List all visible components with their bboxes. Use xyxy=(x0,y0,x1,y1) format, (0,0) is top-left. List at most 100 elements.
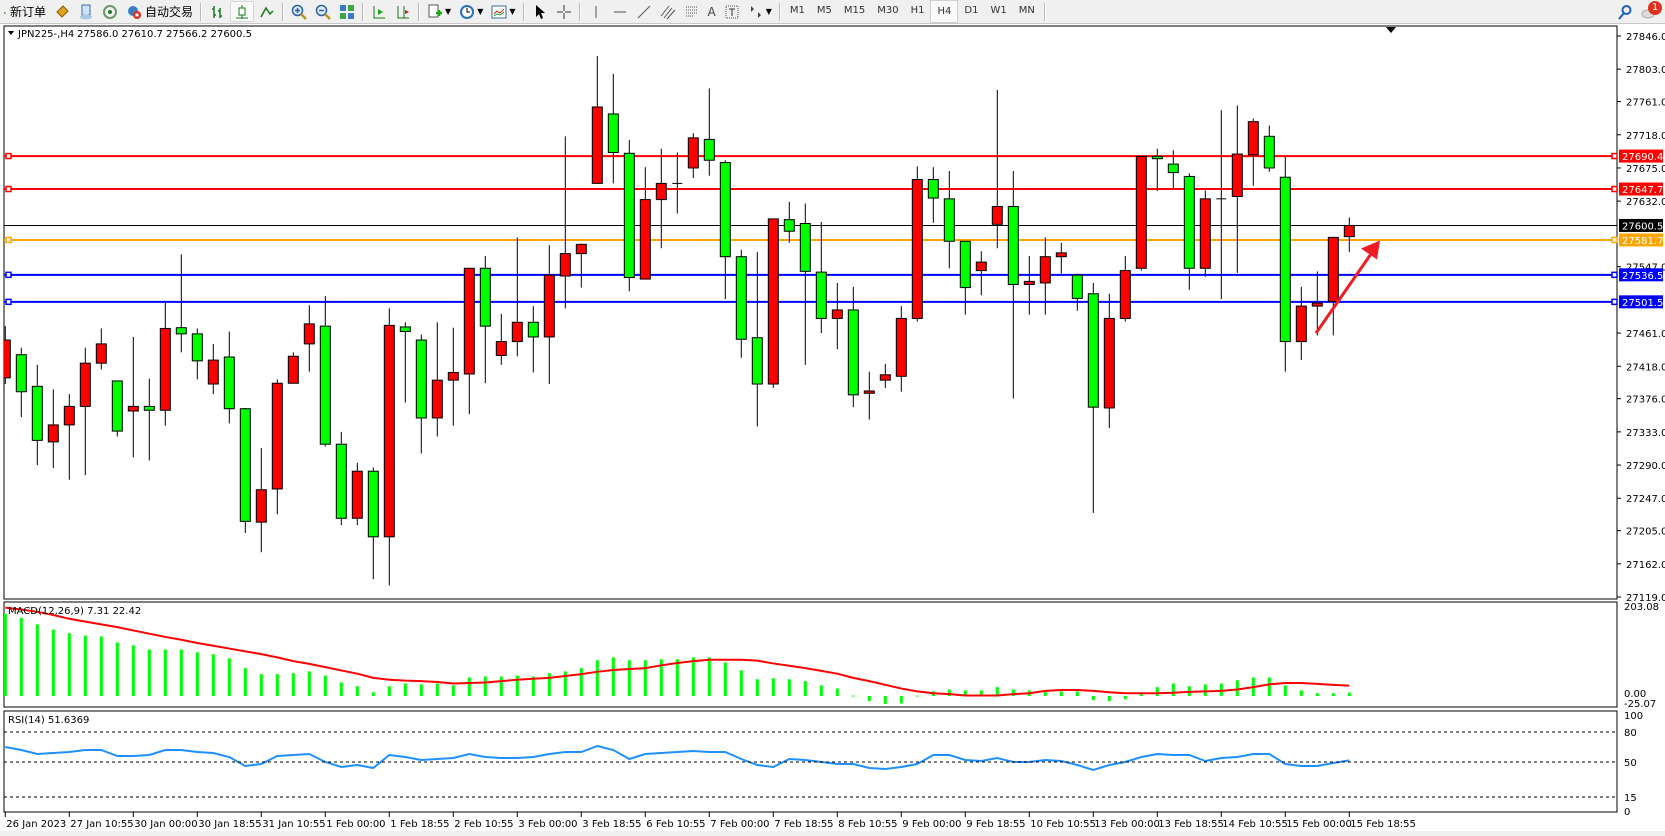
macd-histogram-bar xyxy=(835,688,839,696)
line-chart-button[interactable] xyxy=(256,1,278,22)
candle xyxy=(751,252,763,427)
macd-histogram-bar xyxy=(515,675,519,696)
candle-body xyxy=(575,243,587,255)
cursor-button[interactable] xyxy=(529,1,551,22)
zoom-in-button[interactable] xyxy=(288,1,310,22)
candle-body xyxy=(1199,198,1211,269)
toolbar-separator xyxy=(362,2,365,21)
period-d1[interactable]: D1 xyxy=(964,5,979,16)
candle-body xyxy=(1119,270,1131,319)
candle xyxy=(111,380,123,437)
line-handle[interactable] xyxy=(1611,185,1618,193)
periods-button[interactable]: ▼ xyxy=(456,1,486,22)
rsi-tick-label: 50 xyxy=(1624,758,1637,769)
line-handle[interactable] xyxy=(5,152,12,160)
line-handle[interactable] xyxy=(5,236,12,244)
tile-windows-button[interactable] xyxy=(336,1,358,22)
notifications-button[interactable]: 1 xyxy=(1638,1,1664,22)
macd-histogram-bar xyxy=(83,635,87,696)
current-price-label xyxy=(1619,218,1663,232)
period-m5[interactable]: M5 xyxy=(816,5,832,16)
zoom-in-icon xyxy=(291,4,307,20)
vertical-line-button[interactable] xyxy=(585,1,607,22)
new-order-label: 新订单 xyxy=(10,5,47,19)
period-m15[interactable]: M15 xyxy=(843,5,866,16)
period-mn[interactable]: MN xyxy=(1018,5,1035,16)
status-strip xyxy=(0,831,1665,836)
line-handle[interactable] xyxy=(5,185,12,193)
candle xyxy=(1135,155,1147,271)
crosshair-button[interactable] xyxy=(553,1,575,22)
arrows-button[interactable]: ▼ xyxy=(745,1,775,22)
crosshair-icon xyxy=(556,4,571,19)
candle-body xyxy=(959,240,971,289)
candle-body xyxy=(319,325,331,445)
indicators-button[interactable]: ▼ xyxy=(424,1,454,22)
chart-shift-button[interactable] xyxy=(392,1,414,22)
annotation-arrow[interactable] xyxy=(1314,251,1374,334)
candle xyxy=(415,334,427,454)
chart-menu-triangle-icon[interactable] xyxy=(8,31,14,35)
candle xyxy=(127,336,139,458)
macd-histogram-bar xyxy=(467,677,471,696)
candle-body xyxy=(991,206,1003,225)
toolbar-separator xyxy=(200,2,203,21)
bar-chart-button[interactable] xyxy=(206,1,228,22)
macd-histogram-bar xyxy=(1219,683,1223,696)
candle xyxy=(447,327,459,426)
candle xyxy=(303,305,315,372)
fibonacci-button[interactable] xyxy=(681,1,703,22)
period-h4[interactable]: H4 xyxy=(930,0,959,23)
new-order-button[interactable]: 新订单 xyxy=(1,1,49,22)
signals-icon xyxy=(103,4,118,19)
period-m30[interactable]: M30 xyxy=(877,5,899,16)
candle xyxy=(143,378,155,461)
line-handle[interactable] xyxy=(1611,152,1618,160)
period-w1[interactable]: W1 xyxy=(990,5,1007,16)
templates-button[interactable]: ▼ xyxy=(488,1,518,22)
search-button[interactable] xyxy=(1614,1,1636,22)
candle-body xyxy=(703,138,715,161)
period-h1[interactable]: H1 xyxy=(910,5,925,16)
time-tick-label: 15 Feb 00:00 xyxy=(1286,819,1352,830)
auto-trading-button[interactable]: 自动交易 xyxy=(123,1,196,22)
macd-histogram-bar xyxy=(643,660,647,696)
price-tick-label: 27333.0 xyxy=(1626,428,1665,439)
line-handle[interactable] xyxy=(5,271,12,279)
signals-button[interactable] xyxy=(99,1,121,22)
market-watch-button[interactable] xyxy=(51,1,73,22)
candle xyxy=(479,255,491,384)
macd-histogram-bar xyxy=(211,654,215,696)
macd-histogram-bar xyxy=(4,613,7,696)
line-handle[interactable] xyxy=(1611,236,1618,244)
candle xyxy=(383,308,395,586)
candle-body xyxy=(1327,236,1339,302)
candle xyxy=(47,389,59,469)
macd-histogram-bar xyxy=(1011,689,1015,696)
line-handle[interactable] xyxy=(1611,271,1618,279)
rsi-label: RSI(14) 51.6369 xyxy=(8,715,89,726)
text-label-button[interactable] xyxy=(721,1,743,22)
equidistant-channel-button[interactable] xyxy=(657,1,679,22)
candle-body xyxy=(1247,121,1259,156)
macd-histogram-bar xyxy=(915,695,919,697)
chart-shift-marker[interactable] xyxy=(1386,27,1396,33)
zoom-out-button[interactable] xyxy=(312,1,334,22)
trendline-button[interactable] xyxy=(633,1,655,22)
vertical-line-icon xyxy=(595,5,596,18)
line-handle[interactable] xyxy=(1611,298,1618,306)
candle-body xyxy=(687,137,699,169)
candle xyxy=(591,56,603,184)
auto-scroll-button[interactable] xyxy=(368,1,390,22)
period-selector: M1 M5 M15 M30 H1 H4 D1 W1 MN xyxy=(784,0,1041,23)
line-handle[interactable] xyxy=(5,298,12,306)
period-m1[interactable]: M1 xyxy=(789,5,805,16)
candlestick-button[interactable] xyxy=(230,1,255,22)
navigator-button[interactable] xyxy=(75,1,97,22)
candle xyxy=(1216,110,1227,300)
candle xyxy=(1071,273,1083,311)
macd-histogram-bar xyxy=(195,652,199,696)
horizontal-line-button[interactable] xyxy=(609,1,631,22)
text-button[interactable]: A xyxy=(705,1,719,22)
